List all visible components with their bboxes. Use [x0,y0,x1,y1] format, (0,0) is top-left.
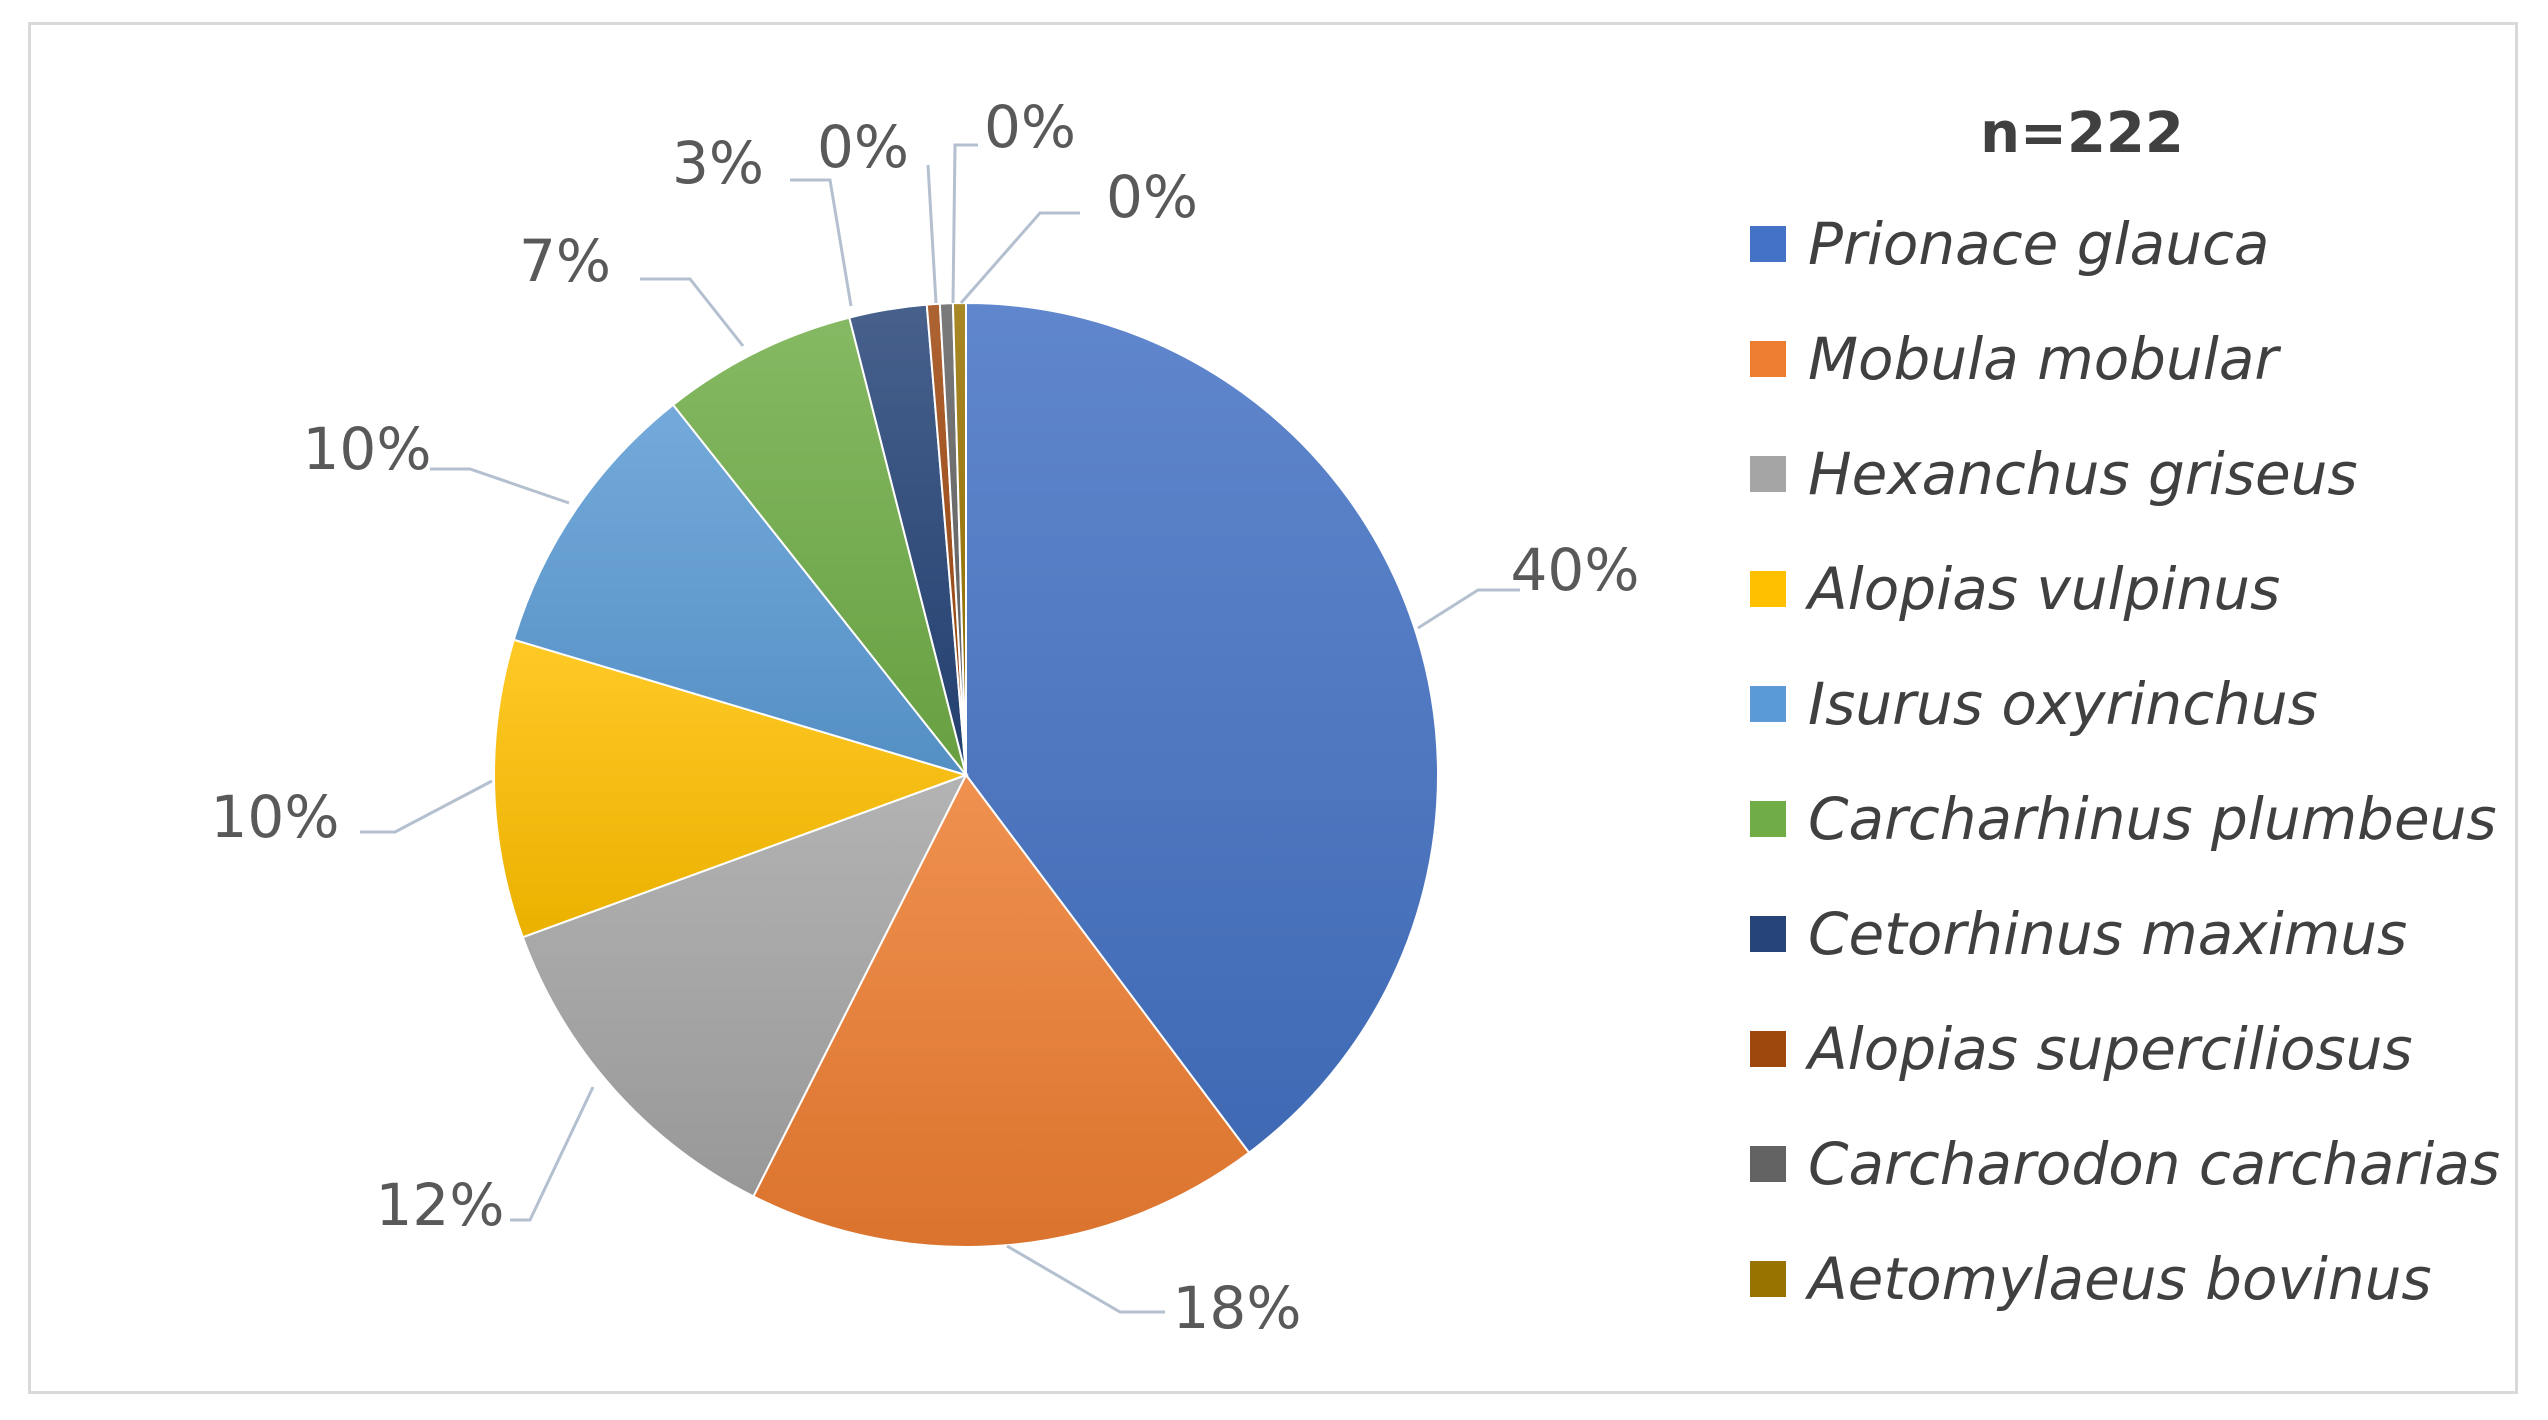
leader-line [360,779,493,834]
legend-swatch [1750,1146,1786,1182]
legend-entry: Prionace glauca [1808,210,2269,278]
legend-entry: Cetorhinus maximus [1808,900,2407,968]
legend-entry: Aetomylaeus bovinus [1804,1245,2432,1313]
data-label: 7% [519,227,611,295]
pie-slice-alopias-vulpinus [493,638,970,939]
data-label: 10% [303,415,432,483]
leader-line [926,164,938,304]
data-label: 10% [211,783,340,851]
legend-entry: Carcharodon carcharias [1808,1130,2500,1198]
data-label: 12% [376,1171,505,1239]
leader-line [640,277,745,347]
data-label: 18% [1173,1274,1302,1342]
legend-entry: Hexanchus griseus [1808,440,2358,508]
legend: n=222 Prionace glauca Mobula mobular Hexan… [1750,101,2500,1313]
pie-slices [493,301,1439,1248]
data-label: 0% [1106,163,1198,231]
legend-entry: Alopias superciliosus [1804,1015,2413,1083]
legend-swatch [1750,1031,1786,1067]
legend-swatch [1750,456,1786,492]
leader-line [951,143,978,304]
legend-title: n=222 [1980,101,2184,166]
pie-slice-prionace-glauca [965,301,1439,1155]
pie-slice-hexanchus-griseus [521,773,969,1198]
legend-swatch [1750,226,1786,262]
leader-line [1417,588,1520,630]
legend-entry: Alopias vulpinus [1804,555,2280,623]
data-label: 40% [1511,536,1640,604]
pie-slice-carcharhinus-plumbeus [671,316,967,776]
legend-entry: Mobula mobular [1808,325,2281,393]
legend-entry: Isurus oxyrinchus [1808,670,2318,738]
legend-swatch [1750,801,1786,837]
pie-slice-aetomylaeus-bovinus [951,301,967,776]
legend-swatch [1750,571,1786,607]
leader-line [510,1086,595,1222]
data-label: 0% [817,113,909,181]
data-labels: 40% 18% 12% 10% 10% 7% 3% 0% 0% 0% [211,93,1640,1342]
leader-line [430,467,570,505]
leader-line [1006,1244,1165,1314]
pie-slice-isurus-oxyrinchus [512,403,969,777]
legend-swatch [1750,341,1786,377]
data-label: 0% [984,93,1076,161]
leader-line [959,211,1080,304]
legend-swatch [1750,1261,1786,1297]
data-label: 3% [672,129,764,197]
leader-line [790,178,853,307]
leader-lines [360,143,1520,1314]
legend-swatch [1750,916,1786,952]
pie-slice-mobula-mobular [752,773,1251,1248]
legend-swatch [1750,686,1786,722]
legend-entry: Carcharhinus plumbeus [1808,785,2497,853]
